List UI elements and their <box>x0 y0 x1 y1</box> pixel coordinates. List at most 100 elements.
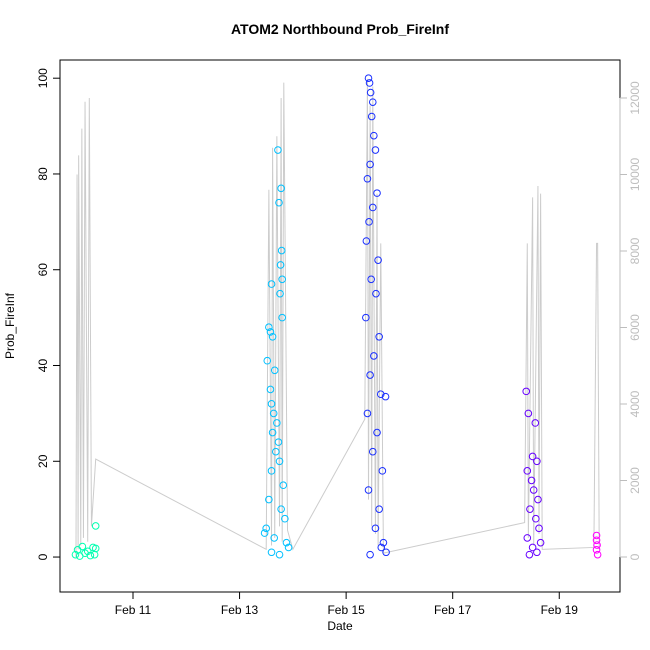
point <box>267 467 276 475</box>
point <box>270 534 278 542</box>
point <box>366 160 374 169</box>
point <box>364 486 373 494</box>
point <box>373 428 381 437</box>
point <box>277 246 286 255</box>
point <box>71 550 80 559</box>
x-tick-label: Feb 15 <box>327 603 365 617</box>
point <box>592 531 601 540</box>
point <box>523 467 532 475</box>
point <box>277 184 285 193</box>
point <box>534 495 542 504</box>
point <box>363 174 372 183</box>
point <box>377 543 386 552</box>
point <box>592 546 601 554</box>
point <box>367 275 375 284</box>
point <box>278 313 286 322</box>
y2-tick-label: 0 <box>628 553 642 560</box>
point <box>363 409 372 418</box>
point <box>368 447 377 456</box>
point <box>528 543 537 552</box>
point <box>535 524 543 533</box>
point <box>284 543 293 552</box>
point <box>364 74 373 82</box>
point <box>266 328 275 336</box>
y-tick-label: 40 <box>36 359 50 373</box>
point <box>592 536 601 545</box>
point <box>276 289 284 298</box>
point <box>382 548 390 557</box>
point <box>528 452 537 461</box>
point <box>525 550 534 559</box>
x-tick-label: Feb 19 <box>541 603 579 617</box>
point <box>269 409 278 418</box>
point <box>274 438 283 446</box>
point <box>262 524 271 533</box>
point <box>526 505 534 513</box>
point <box>275 457 284 466</box>
point <box>371 524 380 533</box>
point <box>268 332 277 341</box>
y-tick-label: 60 <box>36 263 50 277</box>
point <box>524 409 533 418</box>
point <box>271 447 280 456</box>
point <box>379 538 388 547</box>
point <box>282 538 291 547</box>
y-tick-label: 0 <box>36 553 50 560</box>
point <box>368 98 377 106</box>
point <box>375 332 383 341</box>
point <box>593 541 601 549</box>
line-series <box>75 78 600 558</box>
point <box>266 385 275 394</box>
point <box>372 289 380 298</box>
x-tick-label: Feb 13 <box>221 603 259 617</box>
point <box>527 476 536 485</box>
point <box>83 547 92 556</box>
point <box>370 352 378 360</box>
point <box>281 514 289 523</box>
point <box>267 400 276 408</box>
point <box>278 275 286 284</box>
point <box>273 419 281 427</box>
chart-title: ATOM2 Northbound Prob_FireInf <box>231 21 449 37</box>
y2-tick-label: 8000 <box>628 237 642 264</box>
point <box>276 261 285 269</box>
point <box>86 551 95 560</box>
point <box>367 112 376 121</box>
y-axis-label: Prob_FireInf <box>3 292 17 359</box>
point <box>275 550 284 559</box>
point <box>529 486 538 494</box>
point <box>90 550 99 559</box>
point <box>593 550 602 559</box>
point <box>362 313 370 322</box>
point <box>365 79 374 87</box>
y-tick-label: 20 <box>36 454 50 468</box>
point <box>366 88 375 97</box>
point <box>260 529 269 537</box>
x-axis-label: Date <box>327 619 353 633</box>
x-tick-label: Feb 11 <box>115 603 152 617</box>
point <box>265 323 273 331</box>
point <box>533 457 541 466</box>
point <box>91 522 100 530</box>
point <box>277 505 285 513</box>
point <box>267 548 276 557</box>
point <box>368 203 377 212</box>
y2-tick-label: 4000 <box>628 390 642 417</box>
y-tick-label: 100 <box>36 68 50 88</box>
point <box>263 356 272 365</box>
point <box>381 392 390 401</box>
point <box>366 371 374 379</box>
point <box>366 550 374 559</box>
x-tick-label: Feb 17 <box>434 603 472 617</box>
point <box>536 538 545 547</box>
point <box>532 514 540 523</box>
y2-tick-label: 10000 <box>628 157 642 191</box>
point <box>374 256 382 264</box>
point <box>370 131 378 140</box>
point <box>373 189 381 197</box>
point <box>531 419 540 427</box>
y2-tick-label: 12000 <box>628 81 642 115</box>
point <box>378 467 387 475</box>
y2-tick-label: 2000 <box>628 467 642 494</box>
